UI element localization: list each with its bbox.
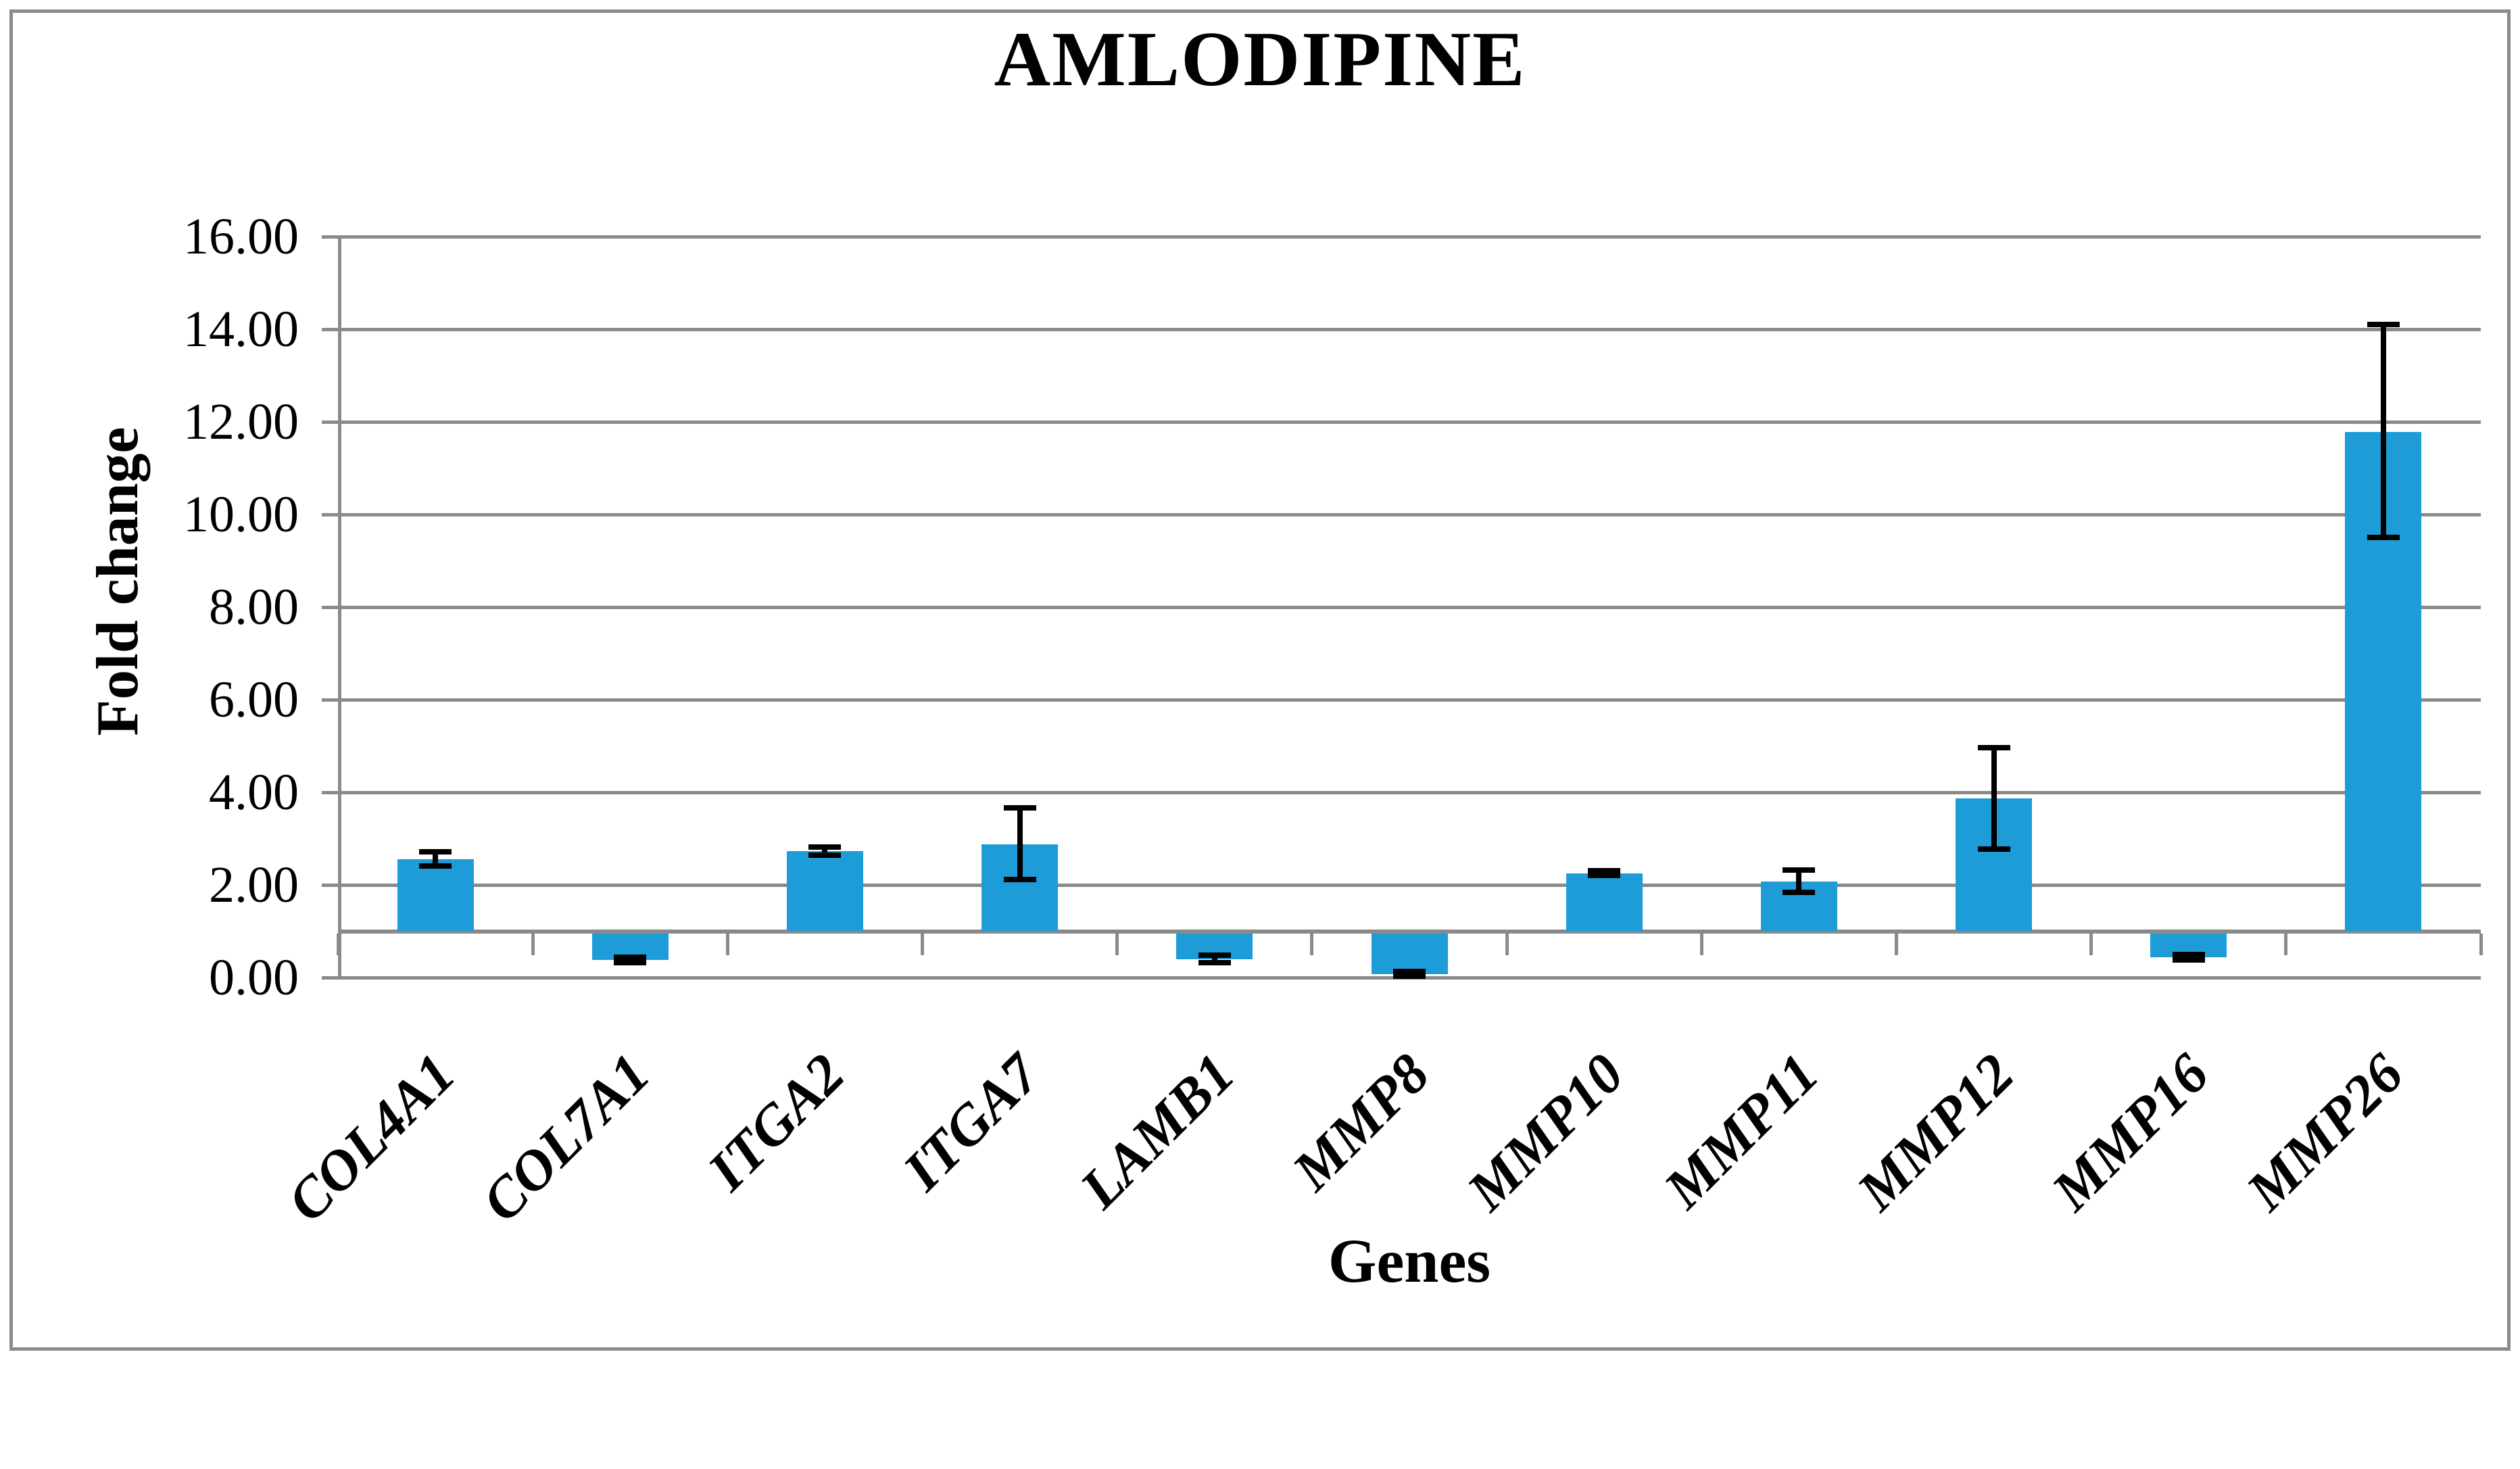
- y-tick-label-0.00: 0.00: [209, 949, 299, 1006]
- error-cap-top-MMP26: [2367, 322, 2400, 328]
- gridline-y-12: [322, 420, 2481, 424]
- error-cap-bottom-COL7A1: [614, 960, 647, 966]
- error-cap-top-LAMB1: [1198, 953, 1231, 959]
- gridline-y-8: [322, 605, 2481, 609]
- bar-MMP10: [1566, 873, 1643, 932]
- y-tick-label-8.00: 8.00: [209, 579, 299, 635]
- error-cap-bottom-MMP11: [1783, 889, 1816, 895]
- error-cap-top-MMP8: [1393, 969, 1426, 975]
- x-axis-tick: [2284, 933, 2288, 955]
- error-cap-bottom-ITGA7: [1003, 876, 1036, 882]
- error-bar-ITGA2: [822, 846, 828, 856]
- error-bar-COL4A1: [433, 851, 439, 866]
- error-bar-MMP11: [1796, 870, 1802, 892]
- x-axis-tick: [531, 933, 535, 955]
- gridline-y-4: [322, 790, 2481, 794]
- error-cap-bottom-MMP26: [2367, 534, 2400, 540]
- error-cap-top-MMP16: [2172, 951, 2205, 957]
- error-bar-COL7A1: [627, 957, 633, 963]
- x-axis-tick: [1310, 933, 1314, 955]
- error-cap-bottom-MMP12: [1977, 846, 2010, 852]
- gridline-y-16: [322, 235, 2481, 239]
- error-cap-bottom-ITGA2: [808, 852, 842, 859]
- x-axis-tick: [2089, 933, 2093, 955]
- error-bar-LAMB1: [1211, 955, 1217, 963]
- bar-ITGA2: [786, 850, 863, 932]
- y-tick-label-6.00: 6.00: [209, 671, 299, 728]
- plot-area: [322, 235, 2483, 980]
- x-axis-tick: [1505, 933, 1509, 955]
- error-bar-MMP12: [1991, 748, 1997, 849]
- x-axis-tick: [921, 933, 925, 955]
- error-cap-bottom-MMP8: [1393, 973, 1426, 979]
- x-axis-line: [338, 929, 2481, 934]
- y-tick-label-10.00: 10.00: [183, 486, 299, 543]
- y-tick-label-16.00: 16.00: [183, 208, 299, 265]
- error-bar-ITGA7: [1017, 808, 1023, 880]
- x-axis-tick: [1699, 933, 1703, 955]
- x-axis-tick: [336, 933, 340, 955]
- error-cap-top-COL7A1: [614, 954, 647, 960]
- x-axis-tick: [725, 933, 729, 955]
- chart-title: AMLODIPINE: [994, 16, 1526, 103]
- gridline-y-2: [322, 883, 2481, 887]
- error-cap-top-ITGA7: [1003, 805, 1036, 811]
- bar-MMP8: [1371, 933, 1448, 975]
- error-cap-bottom-MMP16: [2172, 957, 2205, 963]
- error-cap-top-MMP11: [1783, 867, 1816, 873]
- y-tick-label-4.00: 4.00: [209, 764, 299, 821]
- error-bar-MMP16: [2185, 954, 2191, 960]
- error-cap-bottom-LAMB1: [1198, 960, 1231, 966]
- error-cap-bottom-COL4A1: [419, 863, 452, 869]
- y-tick-label-12.00: 12.00: [183, 393, 299, 450]
- error-cap-top-MMP12: [1977, 745, 2010, 751]
- error-cap-top-ITGA2: [808, 844, 842, 850]
- gridline-y-6: [322, 698, 2481, 702]
- y-axis-line: [338, 237, 341, 978]
- gridline-y-10: [322, 512, 2481, 516]
- error-cap-bottom-MMP10: [1588, 873, 1621, 879]
- x-axis-tick: [1894, 933, 1898, 955]
- y-tick-label-14.00: 14.00: [183, 301, 299, 358]
- bar-COL4A1: [397, 859, 474, 932]
- x-axis-title: Genes: [1328, 1226, 1491, 1295]
- error-bar-MMP26: [2380, 324, 2386, 537]
- error-cap-top-MMP10: [1588, 868, 1621, 874]
- x-axis-tick: [2479, 933, 2483, 955]
- gridline-y-14: [322, 327, 2481, 331]
- x-axis-tick: [1115, 933, 1119, 955]
- error-cap-top-COL4A1: [419, 848, 452, 854]
- y-tick-label-2.00: 2.00: [209, 857, 299, 913]
